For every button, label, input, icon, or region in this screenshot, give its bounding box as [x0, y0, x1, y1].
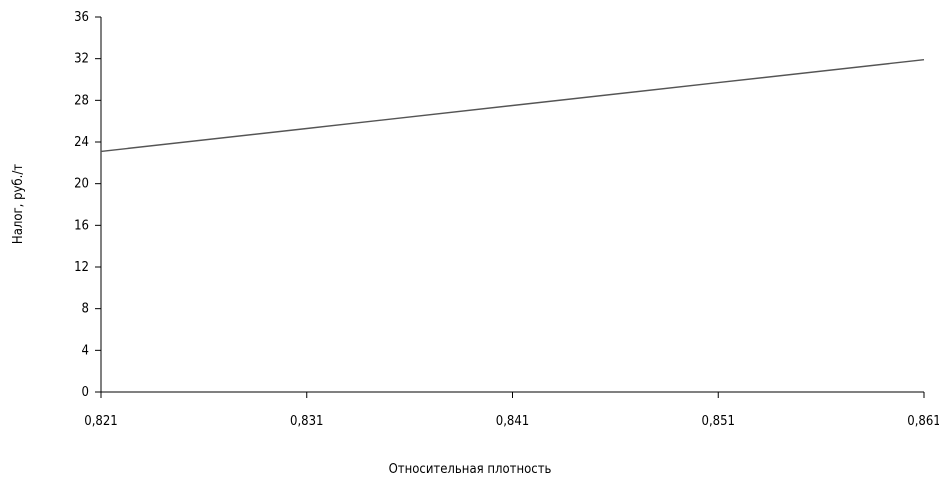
y-tick-label: 36 — [74, 10, 89, 25]
series-line — [100, 59, 925, 153]
y-tick-label: 20 — [74, 177, 89, 192]
x-axis-title: Относительная плотность — [389, 462, 552, 477]
y-tick-label: 32 — [74, 52, 89, 67]
y-axis-title: Налог, руб./т — [11, 164, 26, 244]
y-tick-label: 24 — [74, 135, 89, 150]
y-tick-label: 16 — [74, 218, 89, 233]
x-tick-label: 0,861 — [907, 414, 939, 429]
y-tick-label: 4 — [82, 343, 89, 358]
y-tick-label: 28 — [74, 93, 89, 108]
x-axis-ticks: 0,821 0,831 0,841 0,851 0,861 — [84, 392, 939, 429]
series-layer — [100, 59, 925, 153]
y-axis-ticks: 0 4 8 12 16 20 24 28 32 36 — [74, 10, 101, 400]
x-tick-label: 0,851 — [702, 414, 735, 429]
y-tick-label: 12 — [74, 260, 89, 275]
x-tick-label: 0,841 — [496, 414, 529, 429]
y-tick-label: 0 — [82, 385, 89, 400]
x-tick-label: 0,821 — [84, 414, 117, 429]
x-tick-label: 0,831 — [290, 414, 323, 429]
y-tick-label: 8 — [82, 302, 89, 317]
